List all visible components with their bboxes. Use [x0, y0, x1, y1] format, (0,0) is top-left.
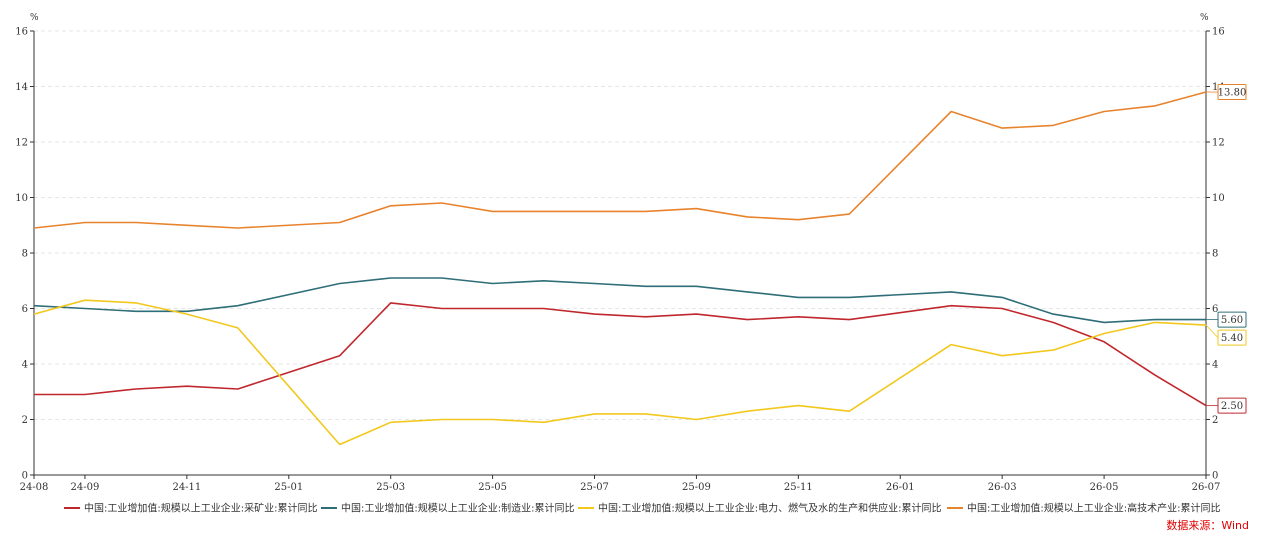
- y-tick-label-left: 8: [22, 249, 28, 260]
- x-ticks: 24-08 24-09 24-11 25-01 25-03 25-05 25-07 25-09…: [20, 475, 1221, 493]
- end-label-box: [1217, 397, 1247, 414]
- x-tick-label: 25-05: [478, 482, 507, 493]
- y-tick-label-right: 0: [1212, 471, 1218, 482]
- data-source: 数据来源：Wind: [1166, 518, 1249, 532]
- y-tick-label-left: 16: [15, 27, 28, 38]
- x-tick-label: 25-03: [376, 482, 405, 493]
- y-tick-label-left: 0: [22, 471, 28, 482]
- series-lines: [33, 91, 1207, 446]
- x-tick-label: 24-08: [20, 482, 49, 493]
- x-tick-label: 24-11: [172, 482, 201, 493]
- end-value-label: 5.40: [1221, 333, 1243, 344]
- grid-lines: [34, 30, 1206, 420]
- end-label-box: [1217, 311, 1247, 328]
- legend-label: 中国:工业增加值:规模以上工业企业:采矿业:累计同比: [84, 502, 317, 515]
- series-line-2: [33, 277, 1206, 324]
- end-labels: 13.80 5.60 5.40 2.50: [1205, 84, 1247, 414]
- legend-label: 中国:工业增加值:规模以上工业企业:制造业:累计同比: [341, 502, 574, 515]
- series-line-1: [34, 302, 1207, 407]
- x-tick-label: 25-09: [682, 482, 711, 493]
- end-value-label: 13.80: [1218, 88, 1247, 99]
- x-tick-label: 26-03: [988, 482, 1017, 493]
- series-line-4: [33, 91, 1207, 229]
- x-tick-label: 26-05: [1090, 482, 1119, 493]
- y-tick-label-left: 10: [15, 193, 28, 204]
- x-tick-label: 25-11: [784, 482, 813, 493]
- y-tick-label-right: 4: [1212, 360, 1218, 371]
- legend: 中国:工业增加值:规模以上工业企业:采矿业:累计同比 中国:工业增加值:规模以上工…: [64, 502, 1220, 515]
- end-value-label: 5.60: [1221, 315, 1243, 326]
- y-tick-label-left: 14: [15, 82, 28, 93]
- y-tick-label-right: 16: [1212, 27, 1225, 38]
- x-tick-label: 24-09: [71, 482, 100, 493]
- end-label-connector: [1205, 324, 1219, 338]
- end-label-box: [1217, 329, 1247, 346]
- y-unit-left: %: [30, 13, 39, 23]
- y-tick-label-right: 2: [1212, 415, 1218, 426]
- y-tick-label-right: 6: [1212, 304, 1218, 315]
- y-tick-label-right: 10: [1212, 193, 1225, 204]
- y-tick-label-left: 6: [22, 304, 28, 315]
- legend-label: 中国:工业增加值:规模以上工业企业:高技术产业:累计同比: [967, 502, 1220, 515]
- y-tick-label-left: 2: [22, 415, 28, 426]
- end-value-label: 2.50: [1221, 401, 1243, 412]
- x-tick-label: 25-07: [580, 482, 609, 493]
- series-line-3: [33, 299, 1207, 446]
- y-tick-label-right: 12: [1212, 138, 1225, 149]
- x-tick-label: 26-07: [1192, 482, 1221, 493]
- y-unit-right: %: [1200, 13, 1209, 23]
- y-tick-label-left: 12: [15, 138, 28, 149]
- legend-label: 中国:工业增加值:规模以上工业企业:电力、燃气及水的生产和供应业:累计同比: [598, 502, 941, 515]
- y-tick-label-right: 8: [1212, 249, 1218, 260]
- end-label-box: [1217, 84, 1247, 101]
- x-tick-label: 25-01: [274, 482, 303, 493]
- y-ticks-left: 0 2 4 6 8 10 12 14 16: [15, 27, 34, 482]
- y-tick-label-left: 4: [22, 360, 28, 371]
- x-tick-label: 26-01: [886, 482, 915, 493]
